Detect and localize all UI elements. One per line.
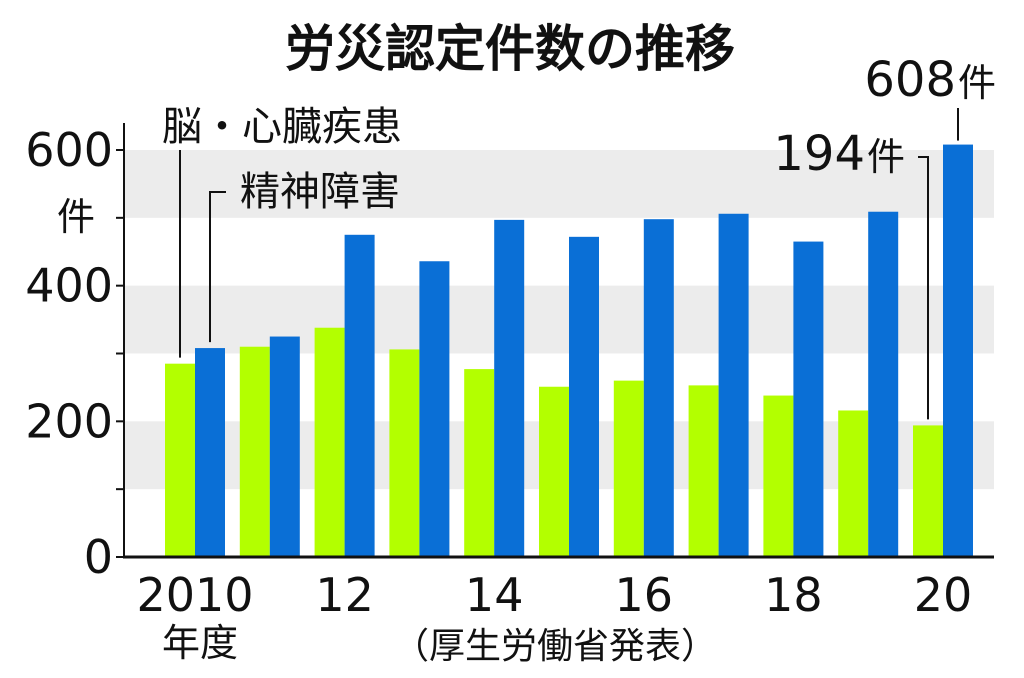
bar [539,386,569,557]
annotation-unit: 件 [958,61,996,105]
bar [569,236,599,557]
x-tick-label: 16 [615,568,674,622]
x-axis-ticks: 2010 12 14 16 18 20 [136,568,972,622]
bar [643,219,674,557]
bar [688,385,719,557]
bar [419,261,450,557]
bar [464,369,495,557]
y-axis-ticks: 0 200 400 600 [25,123,124,584]
y-tick-label: 600 [25,123,113,177]
bar [793,241,824,557]
bar [195,348,225,557]
x-tick-label: 2010 [136,568,253,622]
legend-label: 精神障害 [240,169,400,215]
y-axis-unit: 件 [57,195,95,239]
axes [123,123,994,559]
bar [763,395,794,557]
annotation-leader-line [918,156,929,420]
x-axis-unit: 年度 [162,621,238,665]
x-tick-label: 12 [315,568,374,622]
bar [314,327,345,557]
x-tick-label: 18 [764,568,823,622]
bar [165,363,195,557]
y-tick-label: 0 [84,530,113,584]
annotation-value: 608 [864,52,956,108]
bar [868,211,899,557]
legend-leader-line [209,191,226,343]
bar [943,144,973,557]
y-tick-label: 400 [25,259,113,313]
bar [613,380,644,557]
y-tick-label: 200 [25,394,113,448]
bar [494,219,525,557]
source-note: （厚生労働省発表） [393,626,717,667]
chart-title: 労災認定件数の推移 [285,20,735,78]
x-tick-label: 20 [914,568,973,622]
legend-label: 脳・心臓疾患 [162,104,402,150]
bar [344,234,375,557]
bar [838,410,869,557]
grid-band [124,285,994,354]
bars [165,144,973,557]
bar [389,349,420,557]
annotation-value: 194 [773,126,865,182]
grid-band [124,150,994,218]
bar [913,425,943,557]
annotation-unit: 件 [867,135,905,179]
bar [269,336,300,557]
bar [239,346,270,557]
bar [718,213,749,557]
x-tick-label: 14 [465,568,524,622]
